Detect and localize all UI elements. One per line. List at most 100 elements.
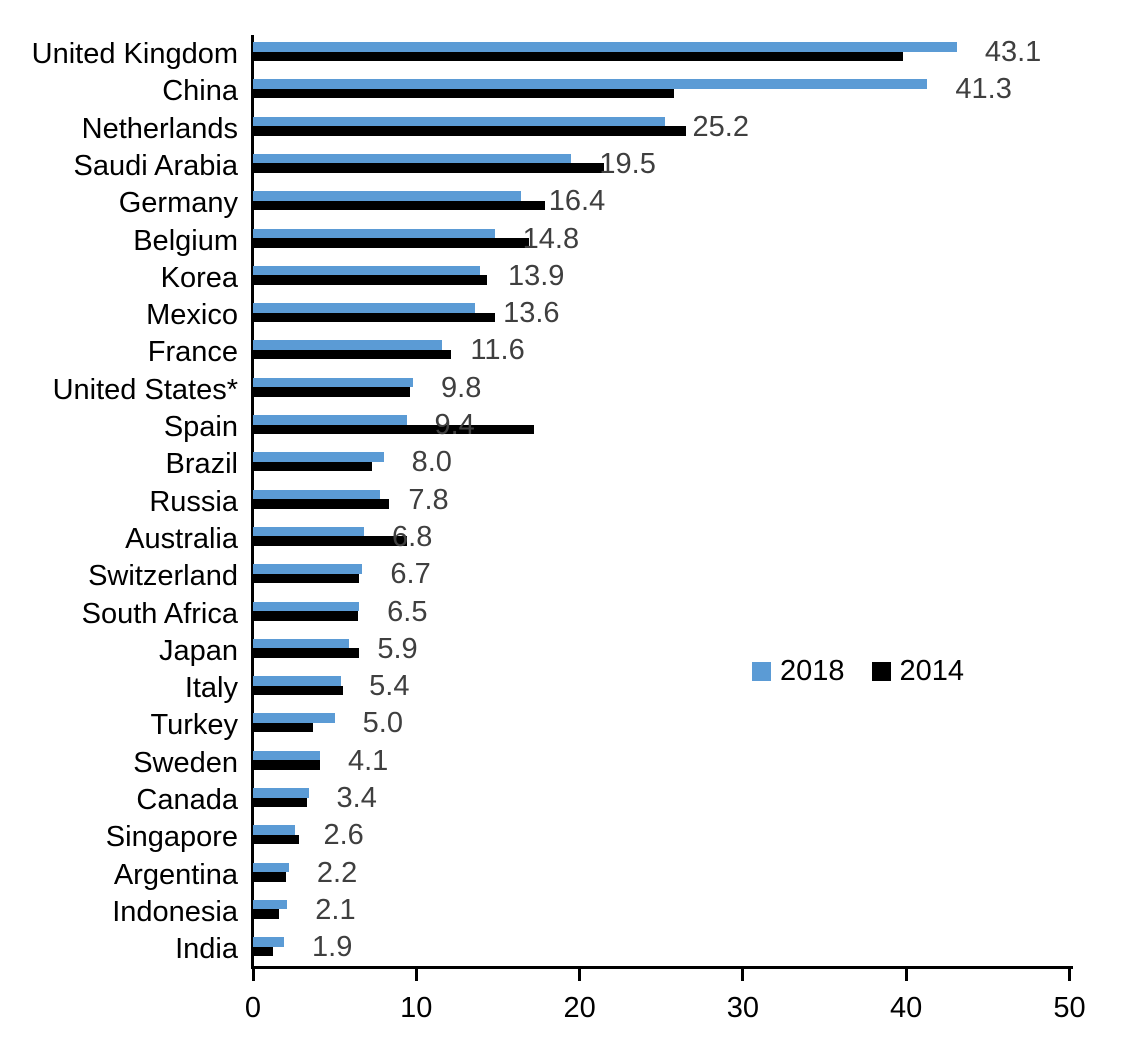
bar-2014 [253, 349, 451, 360]
legend-item-2018: 2018 [752, 657, 845, 686]
bar-2018 [253, 825, 296, 835]
x-tick-label: 50 [1053, 992, 1086, 1024]
category-label: Singapore [105, 821, 238, 854]
x-tick-label: 40 [890, 992, 923, 1024]
value-label: 1.9 [312, 931, 353, 964]
legend: 2018 2014 [752, 657, 964, 686]
category-label: Australia [125, 522, 238, 555]
category-label: United Kingdom [31, 38, 238, 70]
bar-2018 [253, 340, 443, 350]
category-label: Korea [160, 261, 238, 294]
value-label: 19.5 [599, 147, 656, 180]
category-label: Switzerland [88, 560, 238, 593]
bar-2014 [253, 163, 605, 173]
value-label: 16.4 [548, 185, 606, 218]
bar-2014 [253, 88, 675, 99]
bar-2018 [253, 899, 288, 910]
category-label: Saudi Arabia [73, 149, 238, 182]
bar-2018 [253, 788, 309, 798]
value-label: 5.9 [377, 632, 418, 665]
category-label: Japan [158, 634, 238, 667]
bar-2014 [253, 275, 487, 285]
bar-2018 [253, 526, 365, 537]
value-label: 5.0 [362, 707, 403, 740]
category-label: Italy [184, 672, 238, 705]
bar-2014 [253, 200, 546, 211]
category-label: United States* [52, 373, 238, 406]
bar-2014 [253, 573, 360, 584]
category-label: South Africa [81, 597, 238, 630]
category-label: Canada [136, 784, 238, 816]
value-label: 25.2 [692, 110, 749, 143]
value-label: 14.8 [522, 222, 580, 255]
category-label: Belgium [133, 224, 238, 257]
legend-swatch-2014 [871, 662, 891, 681]
bar-2014 [253, 312, 495, 323]
category-label: Mexico [146, 299, 238, 332]
legend-label-2018: 2018 [780, 655, 845, 687]
bar-2014 [253, 461, 373, 472]
value-label: 9.8 [441, 371, 482, 404]
value-label: 5.4 [369, 670, 410, 703]
bar-2018 [253, 79, 928, 89]
bar-2018 [253, 377, 414, 388]
bar-2018 [253, 116, 665, 127]
x-tick-label: 20 [563, 992, 596, 1024]
bar-2018 [253, 750, 320, 761]
category-label: Sweden [133, 746, 238, 779]
x-tick-mark [578, 969, 582, 981]
bar-2014 [253, 387, 410, 397]
bar-2018 [253, 265, 480, 276]
x-axis-line [251, 966, 1073, 969]
bar-2018 [253, 42, 957, 52]
category-label: China [162, 75, 238, 108]
value-label: 13.9 [507, 259, 565, 292]
category-label: France [147, 336, 238, 369]
bar-2014 [253, 834, 299, 845]
bar-2014 [253, 872, 286, 882]
x-tick-label: 10 [400, 992, 433, 1024]
bar-2018 [253, 228, 495, 238]
category-label: Germany [118, 187, 238, 220]
value-label: 11.6 [470, 334, 525, 367]
bar-2018 [253, 153, 572, 164]
bar-2018 [253, 564, 363, 574]
bar-2018 [253, 489, 381, 500]
bar-2018 [253, 191, 521, 201]
y-axis-line [251, 35, 254, 969]
bar-2014 [253, 238, 529, 248]
x-tick-mark [251, 969, 255, 981]
value-label: 7.8 [408, 483, 449, 516]
bar-2018 [253, 452, 384, 462]
x-tick-label: 30 [726, 992, 760, 1024]
x-tick-mark [741, 969, 745, 981]
bar-2014 [253, 946, 273, 957]
bar-2018 [253, 601, 360, 611]
value-label: 43.1 [984, 36, 1042, 68]
value-label: 4.1 [347, 744, 389, 777]
bar-2014 [253, 722, 314, 733]
value-label: 6.8 [392, 520, 433, 553]
category-label: Russia [149, 485, 238, 518]
bar-2018 [253, 638, 350, 649]
value-label: 6.5 [387, 595, 428, 628]
value-label: 9.4 [434, 409, 475, 441]
bar-2014 [253, 51, 903, 61]
value-label: 2.1 [315, 893, 356, 926]
bar-2018 [253, 862, 289, 873]
x-tick-mark [414, 969, 418, 981]
bar-2014 [253, 909, 280, 919]
category-label: Netherlands [81, 112, 238, 145]
bar-2014 [253, 499, 389, 509]
bar-2014 [253, 685, 343, 696]
bar-2018 [253, 713, 335, 723]
bar-2014 [253, 424, 534, 434]
x-tick-mark [1068, 969, 1071, 981]
value-label: 41.3 [955, 73, 1012, 106]
category-label: Indonesia [112, 895, 238, 928]
category-label: Spain [163, 411, 238, 443]
legend-item-2014: 2014 [871, 655, 965, 687]
bar-2014 [253, 536, 407, 546]
legend-label-2014: 2014 [899, 655, 965, 687]
